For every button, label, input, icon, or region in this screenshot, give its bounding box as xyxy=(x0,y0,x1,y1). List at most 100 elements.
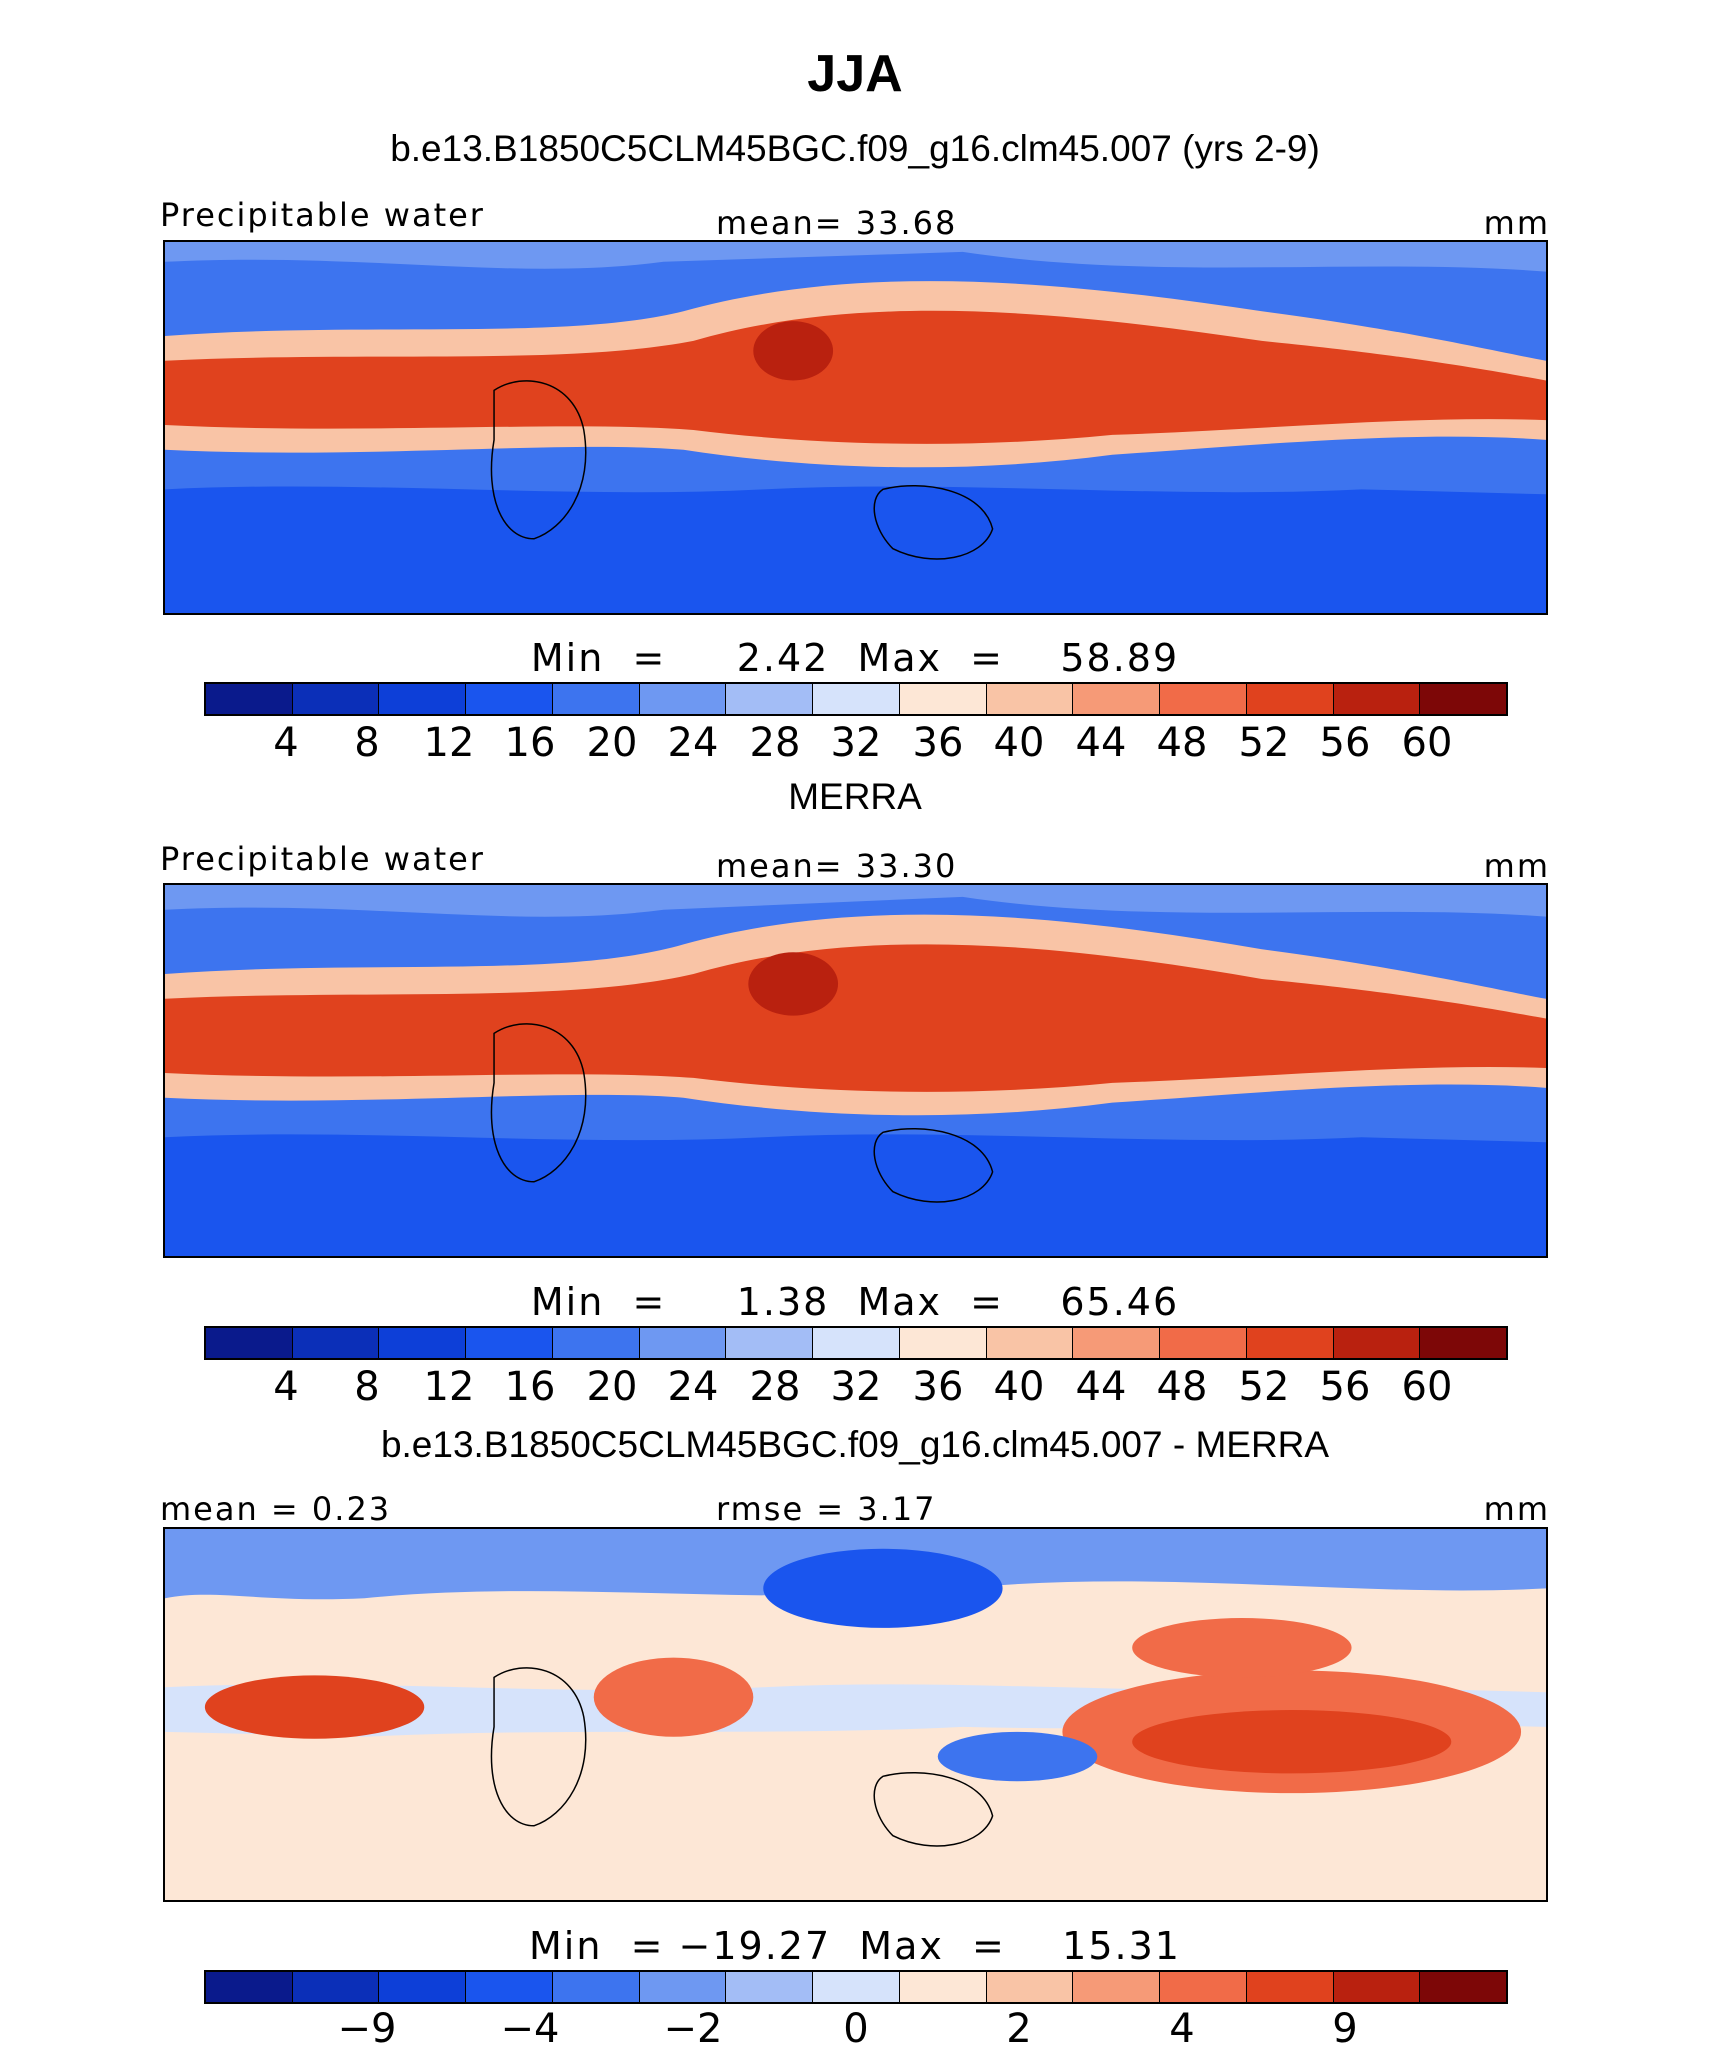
panel-1-tick: 44 xyxy=(1075,720,1127,766)
panel-2-north-band xyxy=(165,885,1546,917)
panel-2-monsoon-max xyxy=(748,952,839,1016)
panel-2-colorbar-swatch-3 xyxy=(379,1328,467,1358)
panel-1-tick: 40 xyxy=(993,720,1045,766)
panel-1-colorbar-swatch-7 xyxy=(726,684,814,714)
panel-1-colorbar-ticks: 4 8 12 16 20 24 28 32 36 40 44 48 52 56 … xyxy=(0,720,1710,766)
panel-1-monsoon-max xyxy=(753,321,834,381)
panel-2-colorbar-swatch-7 xyxy=(726,1328,814,1358)
panel-3-tick: −2 xyxy=(663,2006,723,2052)
panel-3-colorbar-swatch-15 xyxy=(1420,1972,1507,2002)
panel-1-tick: 8 xyxy=(354,720,380,766)
panel-2-tick: 52 xyxy=(1238,1364,1290,1410)
panel-1-tick: 28 xyxy=(749,720,801,766)
panel-1-tick: 20 xyxy=(586,720,638,766)
panel-3-mean-label: mean = 0.23 xyxy=(160,1490,392,1528)
panel-3-tick: −4 xyxy=(500,2006,560,2052)
panel-3-colorbar-swatch-7 xyxy=(726,1972,814,2002)
panel-3-indian-ocean-positive xyxy=(593,1657,754,1737)
panel-2-colorbar-swatch-6 xyxy=(639,1328,727,1358)
panel-2-colorbar-swatch-1 xyxy=(206,1328,293,1358)
panel-2-colorbar xyxy=(204,1326,1508,1360)
panel-2-tick: 24 xyxy=(667,1364,719,1410)
panel-2-colorbar-swatch-5 xyxy=(552,1328,640,1358)
panel-2-mean-label: mean= 33.30 xyxy=(716,847,958,885)
panel-3-maritime-negative xyxy=(937,1731,1098,1782)
panel-2-tick: 36 xyxy=(912,1364,964,1410)
panel-2-colorbar-swatch-14 xyxy=(1333,1328,1421,1358)
panel-1-colorbar-swatch-6 xyxy=(639,684,727,714)
panel-3-colorbar-swatch-5 xyxy=(552,1972,640,2002)
panel-2-min-max: Min = 1.38 Max = 65.46 xyxy=(530,1280,1180,1324)
panel-1-tick: 52 xyxy=(1238,720,1290,766)
panel-1-map xyxy=(163,240,1548,615)
panel-2-tick: 12 xyxy=(423,1364,475,1410)
panel-3-rmse-label: rmse = 3.17 xyxy=(716,1490,937,1528)
panel-3-colorbar-swatch-14 xyxy=(1333,1972,1421,2002)
panel-2-colorbar-swatch-15 xyxy=(1420,1328,1507,1358)
panel-3-map-svg xyxy=(165,1529,1546,1900)
panel-1-title: b.e13.B1850C5CLM45BGC.f09_g16.clm45.007 … xyxy=(390,128,1320,169)
panel-3-coastline-africa xyxy=(490,1667,587,1827)
panel-2-colorbar-swatch-8 xyxy=(813,1328,900,1358)
panel-3-colorbar-swatch-6 xyxy=(639,1972,727,2002)
panel-3-colorbar-swatch-4 xyxy=(466,1972,553,2002)
panel-2-colorbar-swatch-13 xyxy=(1246,1328,1334,1358)
panel-2-tick: 56 xyxy=(1319,1364,1371,1410)
panel-1-tick: 32 xyxy=(830,720,882,766)
panel-2-tick: 20 xyxy=(586,1364,638,1410)
panel-3-colorbar-swatch-3 xyxy=(379,1972,467,2002)
panel-1-colorbar xyxy=(204,682,1508,716)
panel-2-colorbar-swatch-4 xyxy=(466,1328,553,1358)
panel-3-units-label: mm xyxy=(1483,1490,1550,1528)
panel-2-colorbar-swatch-11 xyxy=(1073,1328,1161,1358)
panel-1-colorbar-swatch-14 xyxy=(1333,684,1421,714)
panel-2-tick: 48 xyxy=(1156,1364,1208,1410)
panel-1-coastline-africa xyxy=(490,380,587,540)
panel-1-colorbar-swatch-2 xyxy=(292,684,380,714)
panel-1-tick: 4 xyxy=(273,720,299,766)
panel-1-colorbar-swatch-9 xyxy=(899,684,987,714)
figure-title: JJA xyxy=(807,45,903,103)
panel-2-coastline-australia xyxy=(873,1128,994,1203)
panel-3-colorbar-swatch-12 xyxy=(1160,1972,1247,2002)
panel-2-tick: 16 xyxy=(504,1364,556,1410)
panel-1-tick: 36 xyxy=(912,720,964,766)
panel-3-title: b.e13.B1850C5CLM45BGC.f09_g16.clm45.007 … xyxy=(380,1424,1330,1465)
panel-1-tick: 60 xyxy=(1401,720,1453,766)
panel-2-tick: 40 xyxy=(993,1364,1045,1410)
panel-3-colorbar-swatch-9 xyxy=(899,1972,987,2002)
panel-3-min-max: Min = −19.27 Max = 15.31 xyxy=(529,1924,1181,1968)
panel-3-colorbar-swatch-13 xyxy=(1246,1972,1334,2002)
panel-2-tick: 32 xyxy=(830,1364,882,1410)
panel-1-colorbar-swatch-15 xyxy=(1420,684,1507,714)
panel-1-tick: 48 xyxy=(1156,720,1208,766)
panel-3-colorbar-ticks: −9 −4 −2 0 2 4 9 xyxy=(0,2006,1710,2052)
panel-1-colorbar-swatch-12 xyxy=(1160,684,1247,714)
panel-1-south-band xyxy=(165,486,1546,613)
panel-3-atlantic-positive xyxy=(204,1675,425,1739)
panel-2-map xyxy=(163,883,1548,1258)
panel-3-tibet-negative xyxy=(763,1548,1003,1628)
panel-1-colorbar-swatch-8 xyxy=(813,684,900,714)
panel-1-tropics-core xyxy=(165,310,1546,444)
panel-1-north-band xyxy=(165,242,1546,272)
panel-1-colorbar-swatch-5 xyxy=(552,684,640,714)
panel-2-tick: 44 xyxy=(1075,1364,1127,1410)
panel-3-colorbar-swatch-11 xyxy=(1073,1972,1161,2002)
panel-3-tick: 9 xyxy=(1332,2006,1358,2052)
panel-3-tick: 2 xyxy=(1006,2006,1032,2052)
panel-2-title: MERRA xyxy=(788,776,922,817)
panel-3-tick: 4 xyxy=(1169,2006,1195,2052)
panel-1-variable-label: Precipitable water xyxy=(160,196,485,234)
panel-1-tick: 12 xyxy=(423,720,475,766)
panel-2-tick: 4 xyxy=(273,1364,299,1410)
panel-1-tick: 24 xyxy=(667,720,719,766)
panel-2-variable-label: Precipitable water xyxy=(160,840,485,878)
panel-3-tick: −9 xyxy=(337,2006,397,2052)
panel-3-colorbar xyxy=(204,1970,1508,2004)
panel-3-tick: 0 xyxy=(843,2006,869,2052)
panel-1-mean-label: mean= 33.68 xyxy=(716,204,958,242)
panel-1-colorbar-swatch-4 xyxy=(466,684,553,714)
panel-1-min-max: Min = 2.42 Max = 58.89 xyxy=(530,636,1180,680)
panel-2-colorbar-swatch-2 xyxy=(292,1328,380,1358)
